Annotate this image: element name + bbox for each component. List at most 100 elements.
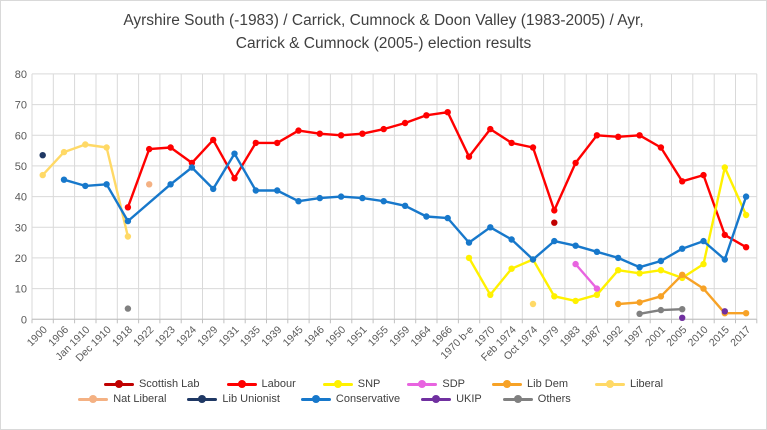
legend-marker-lib-dem: [492, 380, 523, 389]
data-point-labour-1923: [167, 144, 174, 151]
chart-legend: Scottish Lab Labour SNP SDP Lib Dem Liberal N…: [1, 378, 766, 405]
data-point-sdp-1983: [572, 260, 579, 268]
data-point-liberal-1906: [60, 148, 68, 156]
series-lib-unionist: [39, 152, 46, 159]
data-point-conservative-jan-1910: [82, 182, 89, 190]
legend-item-lib-dem: Lib Dem: [492, 378, 568, 390]
data-point-labour-1939: [274, 139, 281, 147]
legend-item-scottish-lab: Scottish Lab: [103, 378, 200, 390]
x-axis-tick-label-1939: 1939: [259, 324, 284, 349]
x-axis-tick-label-1929: 1929: [195, 324, 220, 349]
data-point-liberal-dec-1910: [103, 144, 110, 151]
series-liberal: [39, 141, 537, 308]
data-point-labour-1959: [401, 119, 409, 127]
data-point-labour-2010: [700, 171, 707, 179]
data-point-labour-1955: [380, 125, 387, 133]
data-point-snp-1970: [487, 291, 494, 298]
y-axis-tick-label: 50: [15, 161, 27, 173]
data-point-labour-1945: [295, 127, 302, 134]
series-scottish-lab: [551, 219, 558, 226]
data-point-labour-2005: [679, 178, 686, 185]
data-point-labour-1924: [188, 159, 196, 167]
data-point-snp-2010: [700, 260, 707, 268]
x-axis-tick-label-1931: 1931: [217, 324, 242, 349]
data-point-conservative-1939: [274, 187, 281, 194]
data-point-scottish-lab-1979: [551, 219, 558, 226]
data-point-conservative-1931: [231, 150, 238, 157]
legend-item-labour: Labour: [226, 378, 296, 390]
data-point-labour-1966: [444, 109, 451, 116]
data-point-labour-1931: [231, 175, 238, 182]
data-point-labour-oct-1974: [529, 144, 537, 151]
series-conservative: [60, 150, 750, 271]
data-point-conservative-1970: [487, 224, 494, 231]
data-point-labour-1987: [593, 132, 601, 139]
data-point-snp-1997: [636, 270, 643, 277]
legend-item-lib-unionist: Lib Unionist: [187, 393, 280, 405]
y-axis-tick-label: 40: [15, 192, 27, 204]
legend-item-others: Others: [502, 393, 571, 405]
data-point-lib-dem-2010: [700, 285, 707, 292]
data-point-liberal-1900: [39, 171, 46, 179]
legend-marker-lib-unionist: [187, 395, 218, 404]
data-point-conservative-1964: [423, 213, 430, 220]
data-point-snp-2015: [721, 164, 728, 171]
legend-label-nat-liberal: Nat Liberal: [113, 393, 167, 405]
data-point-labour-2017: [742, 244, 750, 251]
data-point-conservative-1979: [551, 237, 558, 245]
series-snp: [465, 164, 750, 305]
x-axis-tick-label-2001: 2001: [643, 324, 668, 349]
data-point-snp-2001: [657, 267, 665, 274]
data-point-nat-liberal-1922: [146, 181, 153, 188]
x-axis-tick-label-1997: 1997: [622, 324, 647, 349]
data-point-others-1997: [636, 310, 643, 317]
data-point-labour-feb-1974: [508, 139, 515, 147]
data-point-conservative-1983: [572, 242, 579, 249]
data-point-lib-dem-2001: [657, 293, 665, 300]
data-point-snp-feb-1974: [508, 265, 515, 272]
data-point-labour-1964: [423, 112, 430, 119]
legend-item-sdp: SDP: [407, 378, 465, 390]
data-point-conservative-1992: [615, 254, 622, 262]
x-axis-tick-label-1983: 1983: [558, 324, 583, 349]
data-point-conservative-dec-1910: [103, 181, 110, 188]
data-point-conservative-1951: [359, 194, 366, 202]
series-line-labour: [126, 111, 748, 249]
data-point-conservative-1955: [380, 198, 387, 205]
y-axis-tick-label: 60: [15, 130, 27, 142]
x-axis-tick-label-1959: 1959: [387, 324, 412, 349]
x-axis-tick-label-1979: 1979: [536, 324, 561, 349]
y-axis-tick-label: 10: [15, 284, 27, 296]
data-point-conservative-1945: [295, 198, 302, 205]
legend-label-lib-unionist: Lib Unionist: [222, 393, 280, 405]
data-point-labour-2015: [721, 231, 728, 239]
data-point-conservative-feb-1974: [508, 236, 515, 243]
legend-marker-liberal: [595, 380, 625, 389]
legend-label-lib-dem: Lib Dem: [527, 378, 568, 390]
legend-row-2: Nat Liberal Lib Unionist Conservative UKIP O…: [1, 393, 766, 405]
data-point-labour-1946: [316, 130, 323, 137]
legend-item-conservative: Conservative: [300, 393, 400, 405]
data-point-lib-dem-2017: [742, 310, 750, 317]
data-point-labour-1951: [359, 130, 366, 137]
data-point-labour-2001: [657, 144, 665, 151]
data-point-others-2001: [657, 306, 665, 314]
legend-marker-ukip: [421, 395, 452, 404]
data-point-labour-1970: [487, 125, 494, 133]
data-point-conservative-1959: [401, 202, 409, 209]
x-axis-tick-label-1922: 1922: [131, 324, 156, 349]
data-point-labour-1918: [124, 204, 132, 211]
legend-item-snp: SNP: [322, 378, 380, 390]
x-axis-tick-label-1923: 1923: [153, 324, 178, 349]
data-point-liberal-1918: [124, 233, 132, 240]
series-labour: [124, 109, 750, 251]
data-point-labour-1950: [337, 132, 345, 139]
x-axis-tick-label-1992: 1992: [600, 324, 625, 349]
data-point-liberal-oct-1974: [529, 300, 537, 308]
legend-marker-conservative: [300, 395, 331, 404]
series-line-conservative: [62, 152, 748, 269]
data-point-conservative-1997: [636, 264, 643, 271]
data-point-labour-1979: [551, 207, 558, 214]
y-axis-tick-label: 30: [15, 222, 27, 234]
